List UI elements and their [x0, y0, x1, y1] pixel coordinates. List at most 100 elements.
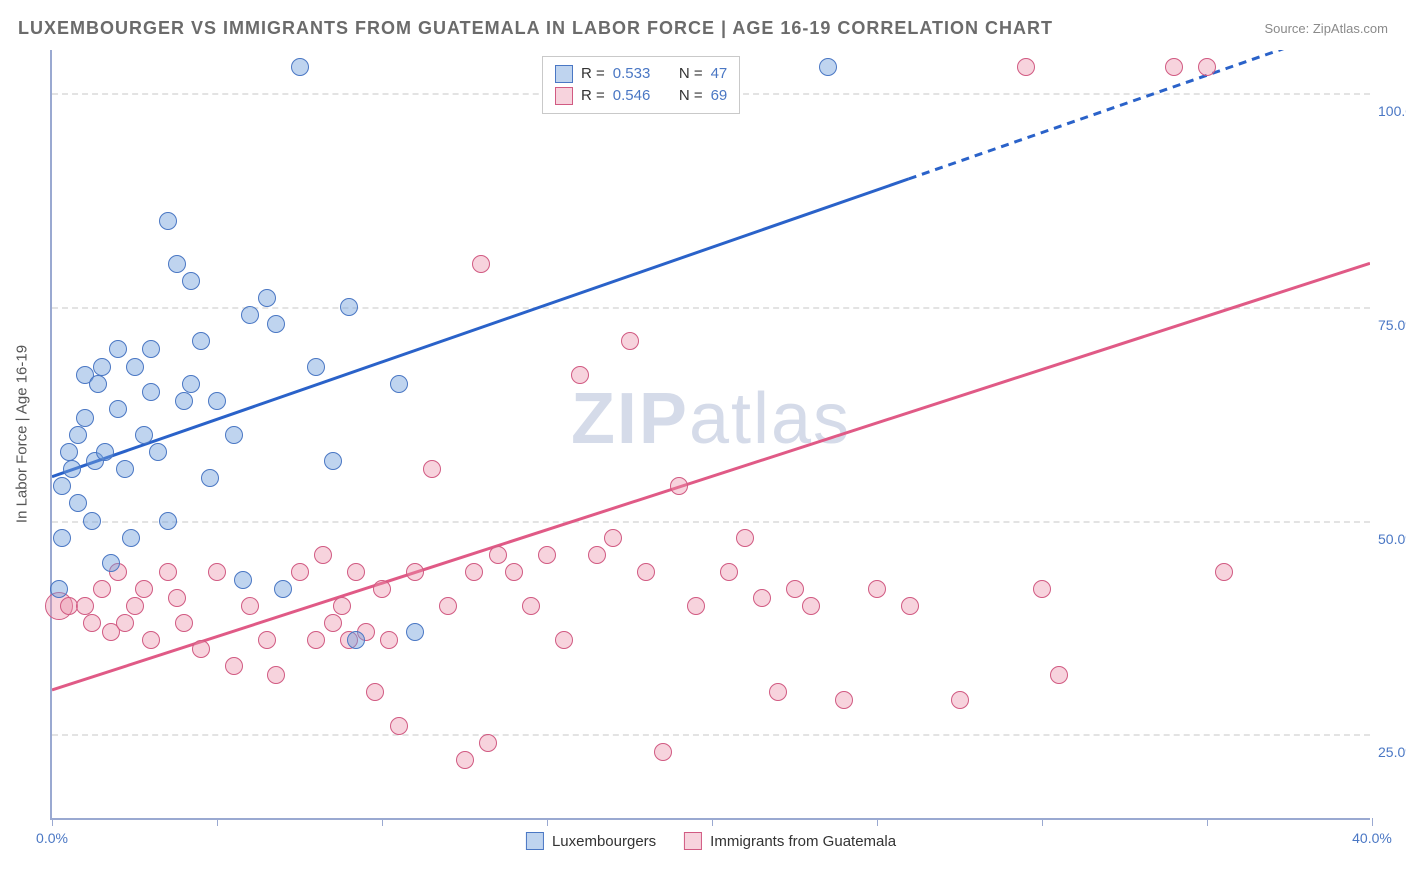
series-a-point: [241, 306, 259, 324]
series-a-point: [291, 58, 309, 76]
x-tick-mark: [547, 818, 548, 826]
series-b-point: [168, 589, 186, 607]
series-a-point: [406, 623, 424, 641]
series-b-point: [192, 640, 210, 658]
series-b-point: [241, 597, 259, 615]
series-b-point: [736, 529, 754, 547]
series-b-point: [175, 614, 193, 632]
series-b-point: [142, 631, 160, 649]
y-tick-label: 25.0%: [1378, 744, 1406, 760]
series-a-point: [307, 358, 325, 376]
series-b-point: [604, 529, 622, 547]
series-a-point: [53, 529, 71, 547]
series-b-point: [267, 666, 285, 684]
series-a-point: [76, 409, 94, 427]
x-tick-label: 40.0%: [1352, 830, 1392, 846]
x-tick-mark: [217, 818, 218, 826]
series-b-point: [116, 614, 134, 632]
series-b-point: [505, 563, 523, 581]
series-a-point: [142, 340, 160, 358]
y-tick-label: 100.0%: [1378, 103, 1406, 119]
gridline: [52, 734, 1370, 736]
series-a-point: [201, 469, 219, 487]
x-tick-mark: [52, 818, 53, 826]
series-b-point: [1165, 58, 1183, 76]
trend-line: [909, 50, 1304, 179]
series-b-point: [60, 597, 78, 615]
series-a-point: [102, 554, 120, 572]
series-a-point: [93, 358, 111, 376]
series-b-point: [1050, 666, 1068, 684]
x-tick-label: 0.0%: [36, 830, 68, 846]
series-b-point: [258, 631, 276, 649]
series-b-point: [687, 597, 705, 615]
series-a-point: [142, 383, 160, 401]
legend-swatch: [526, 832, 544, 850]
series-b-point: [439, 597, 457, 615]
series-a-point: [96, 443, 114, 461]
series-a-point: [53, 477, 71, 495]
legend-swatch: [684, 832, 702, 850]
chart-title: LUXEMBOURGER VS IMMIGRANTS FROM GUATEMAL…: [18, 18, 1053, 39]
x-tick-mark: [877, 818, 878, 826]
chart-plot-area: ZIPatlas 25.0%50.0%75.0%100.0% In Labor …: [50, 50, 1370, 820]
series-a-point: [122, 529, 140, 547]
series-a-point: [225, 426, 243, 444]
watermark: ZIPatlas: [571, 378, 851, 460]
series-b-point: [465, 563, 483, 581]
series-a-point: [234, 571, 252, 589]
series-a-point: [274, 580, 292, 598]
series-b-point: [489, 546, 507, 564]
series-b-point: [314, 546, 332, 564]
legend-label: Luxembourgers: [552, 833, 656, 850]
series-a-point: [135, 426, 153, 444]
series-b-point: [621, 332, 639, 350]
x-tick-mark: [382, 818, 383, 826]
legend-item: Immigrants from Guatemala: [684, 832, 896, 850]
series-a-point: [267, 315, 285, 333]
series-a-point: [159, 212, 177, 230]
series-b-point: [159, 563, 177, 581]
series-b-point: [83, 614, 101, 632]
legend-label: Immigrants from Guatemala: [710, 833, 896, 850]
series-a-point: [109, 340, 127, 358]
stats-legend-row: R = 0.533 N = 47: [555, 63, 727, 85]
series-b-point: [538, 546, 556, 564]
series-a-point: [159, 512, 177, 530]
series-a-point: [63, 460, 81, 478]
series-b-point: [373, 580, 391, 598]
series-b-point: [1017, 58, 1035, 76]
x-tick-mark: [1042, 818, 1043, 826]
series-b-point: [654, 743, 672, 761]
series-b-point: [135, 580, 153, 598]
series-b-point: [786, 580, 804, 598]
series-b-point: [769, 683, 787, 701]
series-b-point: [1198, 58, 1216, 76]
series-b-point: [670, 477, 688, 495]
series-a-point: [69, 426, 87, 444]
x-tick-mark: [1207, 818, 1208, 826]
series-b-point: [472, 255, 490, 273]
x-tick-mark: [1372, 818, 1373, 826]
legend-item: Luxembourgers: [526, 832, 656, 850]
series-b-point: [868, 580, 886, 598]
series-a-point: [324, 452, 342, 470]
series-b-point: [324, 614, 342, 632]
series-b-point: [802, 597, 820, 615]
series-b-point: [1033, 580, 1051, 598]
series-a-point: [168, 255, 186, 273]
series-b-point: [423, 460, 441, 478]
series-a-point: [69, 494, 87, 512]
series-b-point: [637, 563, 655, 581]
series-a-point: [126, 358, 144, 376]
y-tick-label: 50.0%: [1378, 531, 1406, 547]
trend-lines: [52, 50, 1370, 818]
series-b-point: [93, 580, 111, 598]
y-axis-label: In Labor Force | Age 16-19: [14, 345, 31, 523]
series-b-point: [588, 546, 606, 564]
series-a-point: [340, 298, 358, 316]
series-b-point: [76, 597, 94, 615]
series-a-point: [182, 375, 200, 393]
series-b-point: [307, 631, 325, 649]
series-a-point: [347, 631, 365, 649]
